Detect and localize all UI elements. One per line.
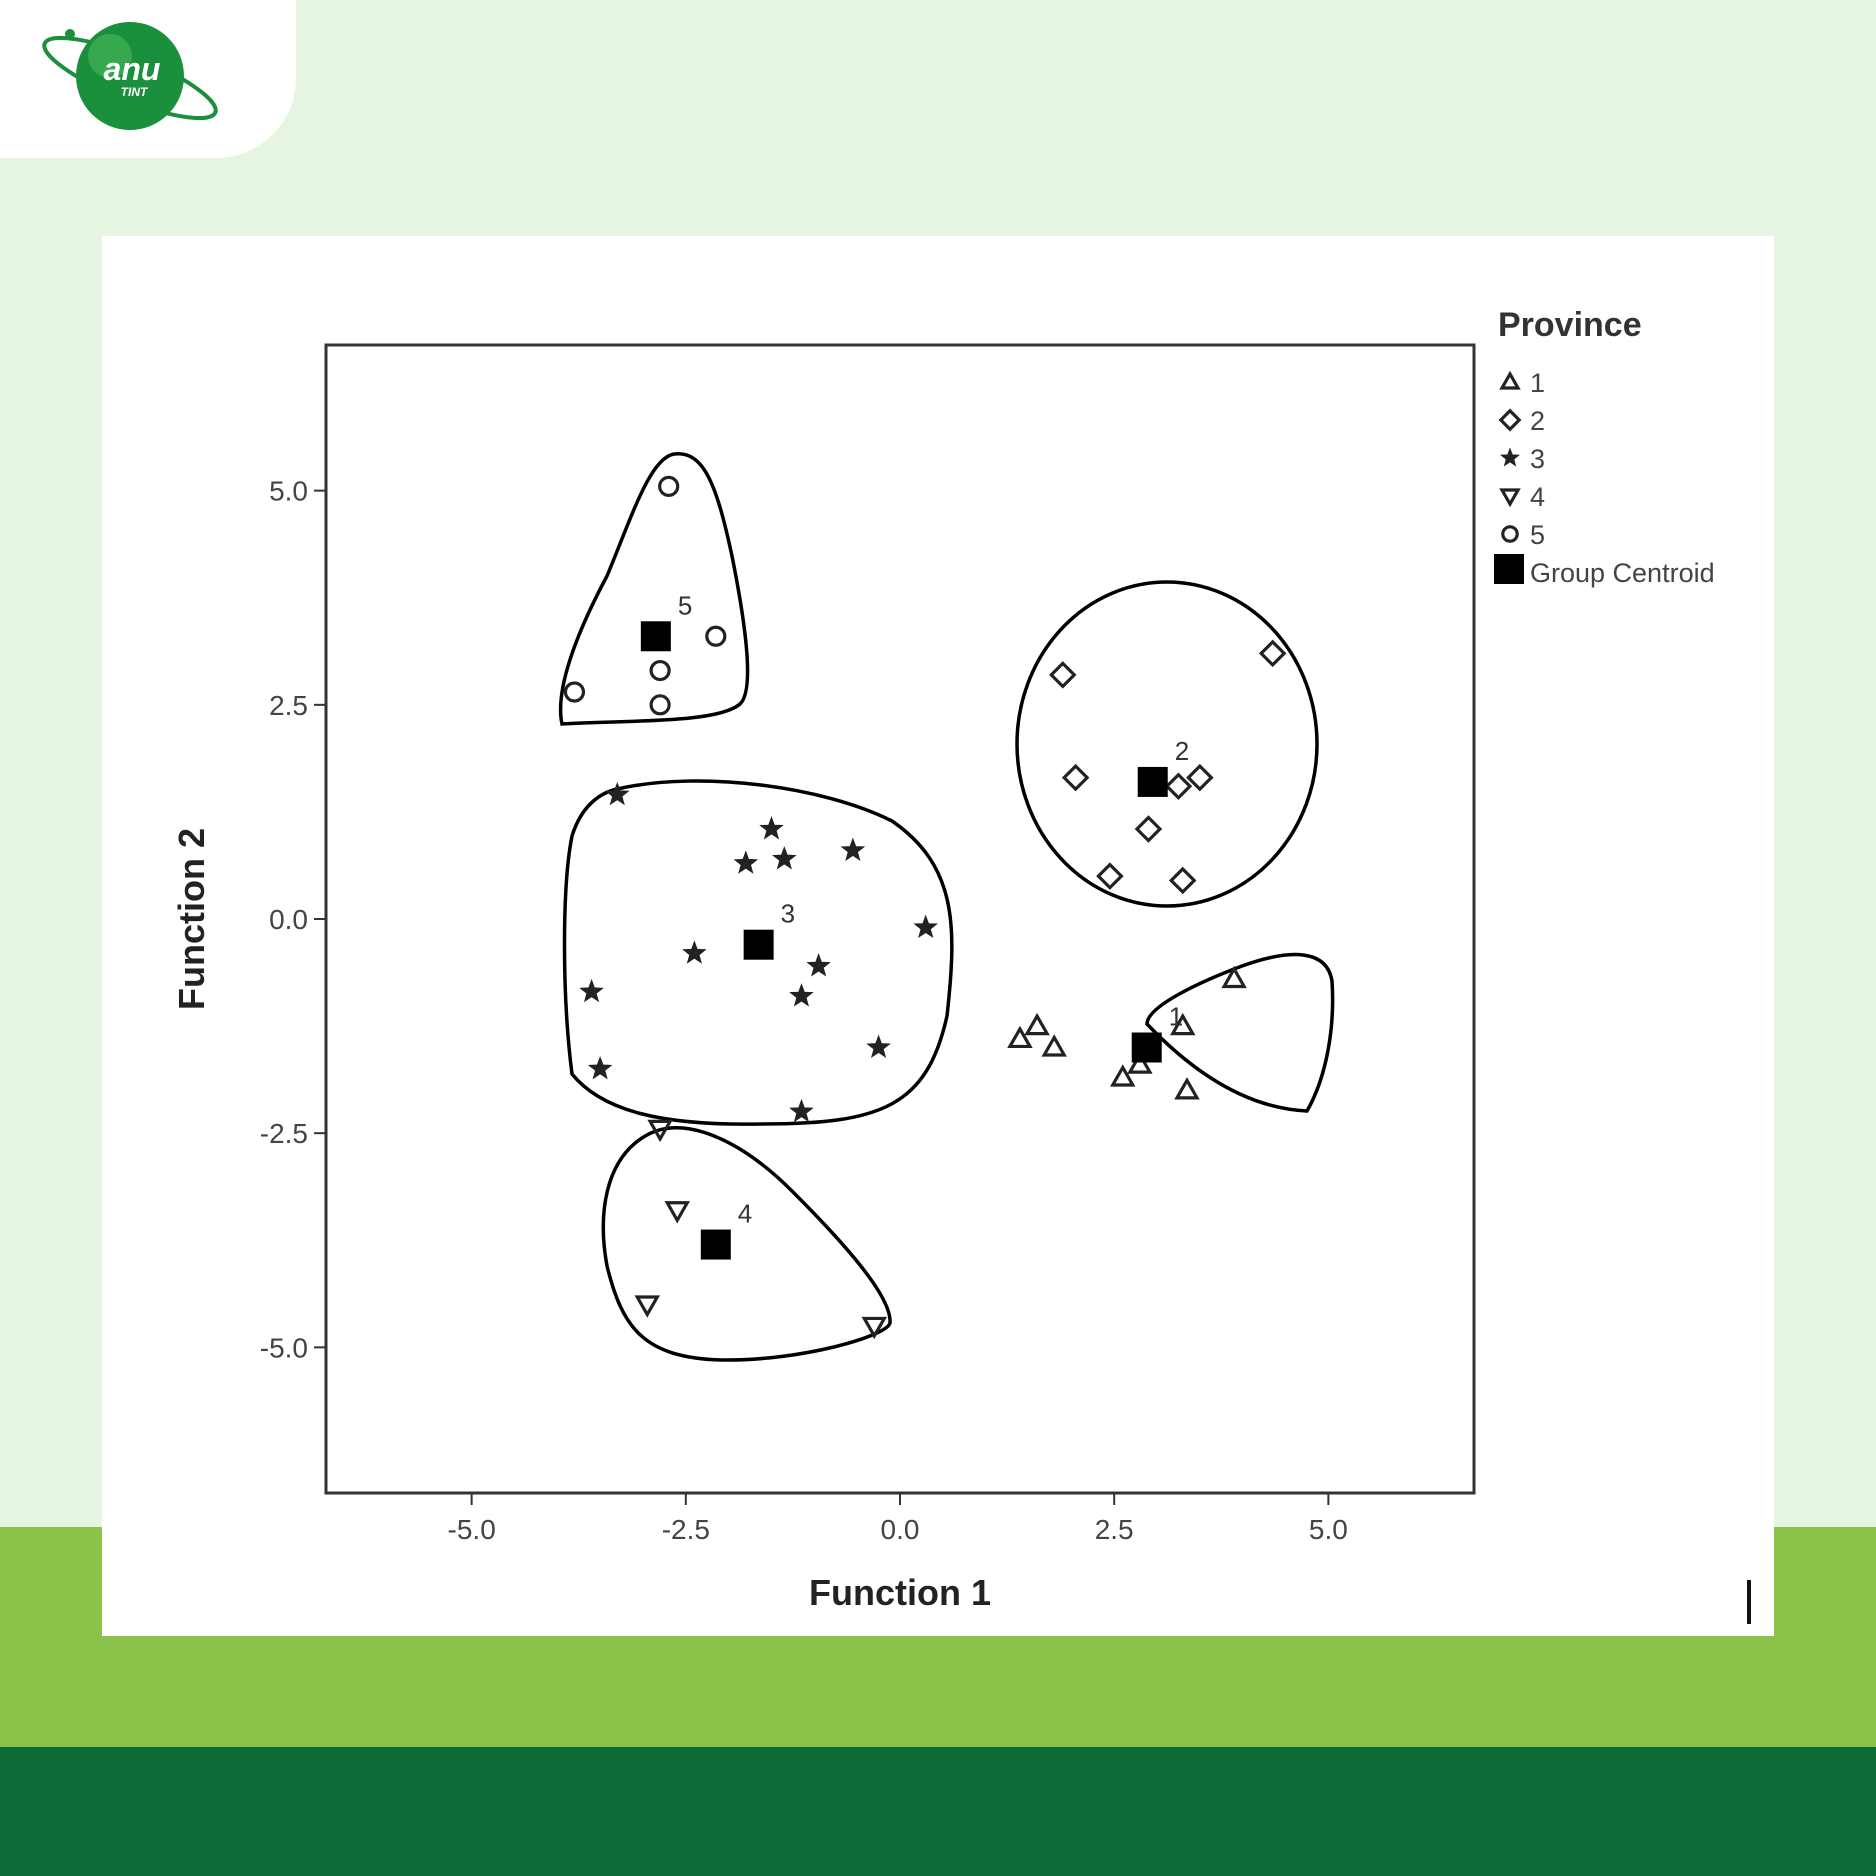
data-point-province-1 [1024, 1012, 1050, 1036]
text-cursor [1747, 1580, 1751, 1624]
data-point-province-5 [705, 625, 727, 647]
data-point-province-3 [913, 914, 938, 939]
cluster-outline-1 [1145, 952, 1335, 1113]
logo-subtext: TINT [121, 85, 149, 99]
data-point-province-4 [861, 1316, 888, 1340]
logo-orbit-dot [65, 29, 75, 39]
data-point-province-3 [866, 1034, 891, 1058]
data-point-province-5 [658, 475, 680, 497]
data-point-province-5 [649, 659, 671, 682]
data-point-province-4 [634, 1295, 661, 1318]
data-point-province-2 [1049, 661, 1077, 689]
data-point-province-3 [840, 837, 866, 861]
legend-label-2: 2 [1530, 406, 1545, 436]
x-tick-label: 5.0 [1309, 1514, 1348, 1545]
data-point-province-1 [1007, 1025, 1033, 1049]
data-point-province-4 [647, 1119, 673, 1143]
legend-label-group-centroid: Group Centroid [1530, 558, 1715, 588]
x-tick-label: -5.0 [448, 1514, 496, 1545]
footer-band-dark [0, 1747, 1876, 1876]
data-point-province-5 [649, 694, 671, 716]
centroid-label-3: 3 [781, 899, 795, 929]
y-tick-label: 0.0 [269, 904, 308, 935]
chart-card: -5.0 -2.5 0.0 2.5 5.0 5.0 2.5 0.0 -2.5 -5.0 Functi… [102, 236, 1774, 1636]
legend-marker-group-centroid [1494, 554, 1524, 584]
data-point-province-2 [1186, 763, 1214, 792]
legend-label-4: 4 [1530, 482, 1545, 512]
legend-label-1: 1 [1530, 368, 1545, 398]
legend-marker-2 [1498, 408, 1522, 432]
centroid-label-1: 1 [1169, 1002, 1183, 1032]
data-point-province-3 [733, 850, 759, 874]
data-point-province-1 [1174, 1077, 1200, 1100]
group-centroid-3 [743, 929, 774, 960]
data-point-province-4 [664, 1201, 691, 1224]
centroid-label-4: 4 [738, 1199, 752, 1229]
group-centroid-2 [1137, 766, 1168, 797]
cluster-outline-3 [562, 779, 954, 1126]
discriminant-scatter-chart: -5.0 -2.5 0.0 2.5 5.0 5.0 2.5 0.0 -2.5 -5.0 Functi… [171, 306, 1715, 1613]
data-point-province-2 [1134, 815, 1163, 843]
logo-text: anu [104, 51, 161, 87]
centroid-label-2: 2 [1175, 736, 1189, 766]
data-point-province-2 [1258, 639, 1287, 668]
y-tick-label: -2.5 [260, 1118, 308, 1149]
data-point-province-3 [587, 1055, 613, 1080]
cluster-outline-2 [1015, 580, 1319, 908]
x-axis-title: Function 1 [809, 1572, 991, 1613]
plot-frame [324, 343, 1476, 1495]
legend-marker-5 [1501, 525, 1519, 543]
data-point-province-5 [563, 681, 586, 703]
y-tick-label: -5.0 [260, 1332, 308, 1363]
data-point-province-1 [1127, 1051, 1153, 1074]
y-tick-label: 2.5 [269, 690, 308, 721]
data-point-province-1 [1169, 1012, 1196, 1036]
data-point-province-2 [1164, 772, 1193, 800]
cluster-outline-4 [601, 1126, 892, 1362]
data-point-province-3 [604, 781, 630, 806]
y-axis-title: Function 2 [171, 828, 212, 1010]
data-point-province-1 [1221, 965, 1247, 989]
cluster-outlines [558, 452, 1335, 1362]
data-point-province-3 [789, 983, 814, 1007]
brand-logo-container: anu TINT [0, 0, 296, 158]
x-tick-label: 0.0 [881, 1514, 920, 1545]
data-point-province-3 [759, 816, 784, 840]
data-point-province-3 [772, 846, 797, 870]
legend-marker-4 [1499, 488, 1521, 508]
data-point-province-3 [789, 1098, 814, 1123]
group-centroid-4 [700, 1229, 731, 1260]
legend-label-3: 3 [1530, 444, 1545, 474]
legend-marker-1 [1499, 370, 1521, 390]
logo-globe-highlight [88, 34, 132, 78]
group-centroid-5 [640, 621, 671, 652]
data-point-province-3 [579, 978, 604, 1003]
data-point-province-2 [1061, 763, 1090, 792]
cluster-outline-5 [558, 452, 750, 726]
data-point-province-1 [1109, 1064, 1136, 1087]
data-point-province-2 [1096, 862, 1124, 890]
x-tick-label: -2.5 [662, 1514, 710, 1545]
x-tick-label: 2.5 [1095, 1514, 1134, 1545]
data-point-province-3 [806, 953, 831, 977]
data-point-province-3 [682, 940, 707, 964]
data-point-province-1 [1041, 1034, 1067, 1057]
brand-logo: anu TINT [42, 22, 218, 130]
data-point-province-2 [1168, 866, 1197, 895]
legend-label-5: 5 [1530, 520, 1545, 550]
centroid-label-5: 5 [678, 590, 692, 620]
legend-marker-3 [1499, 447, 1521, 467]
group-centroid-1 [1131, 1032, 1162, 1063]
legend-title: Province [1498, 306, 1642, 344]
y-tick-label: 5.0 [269, 476, 308, 507]
